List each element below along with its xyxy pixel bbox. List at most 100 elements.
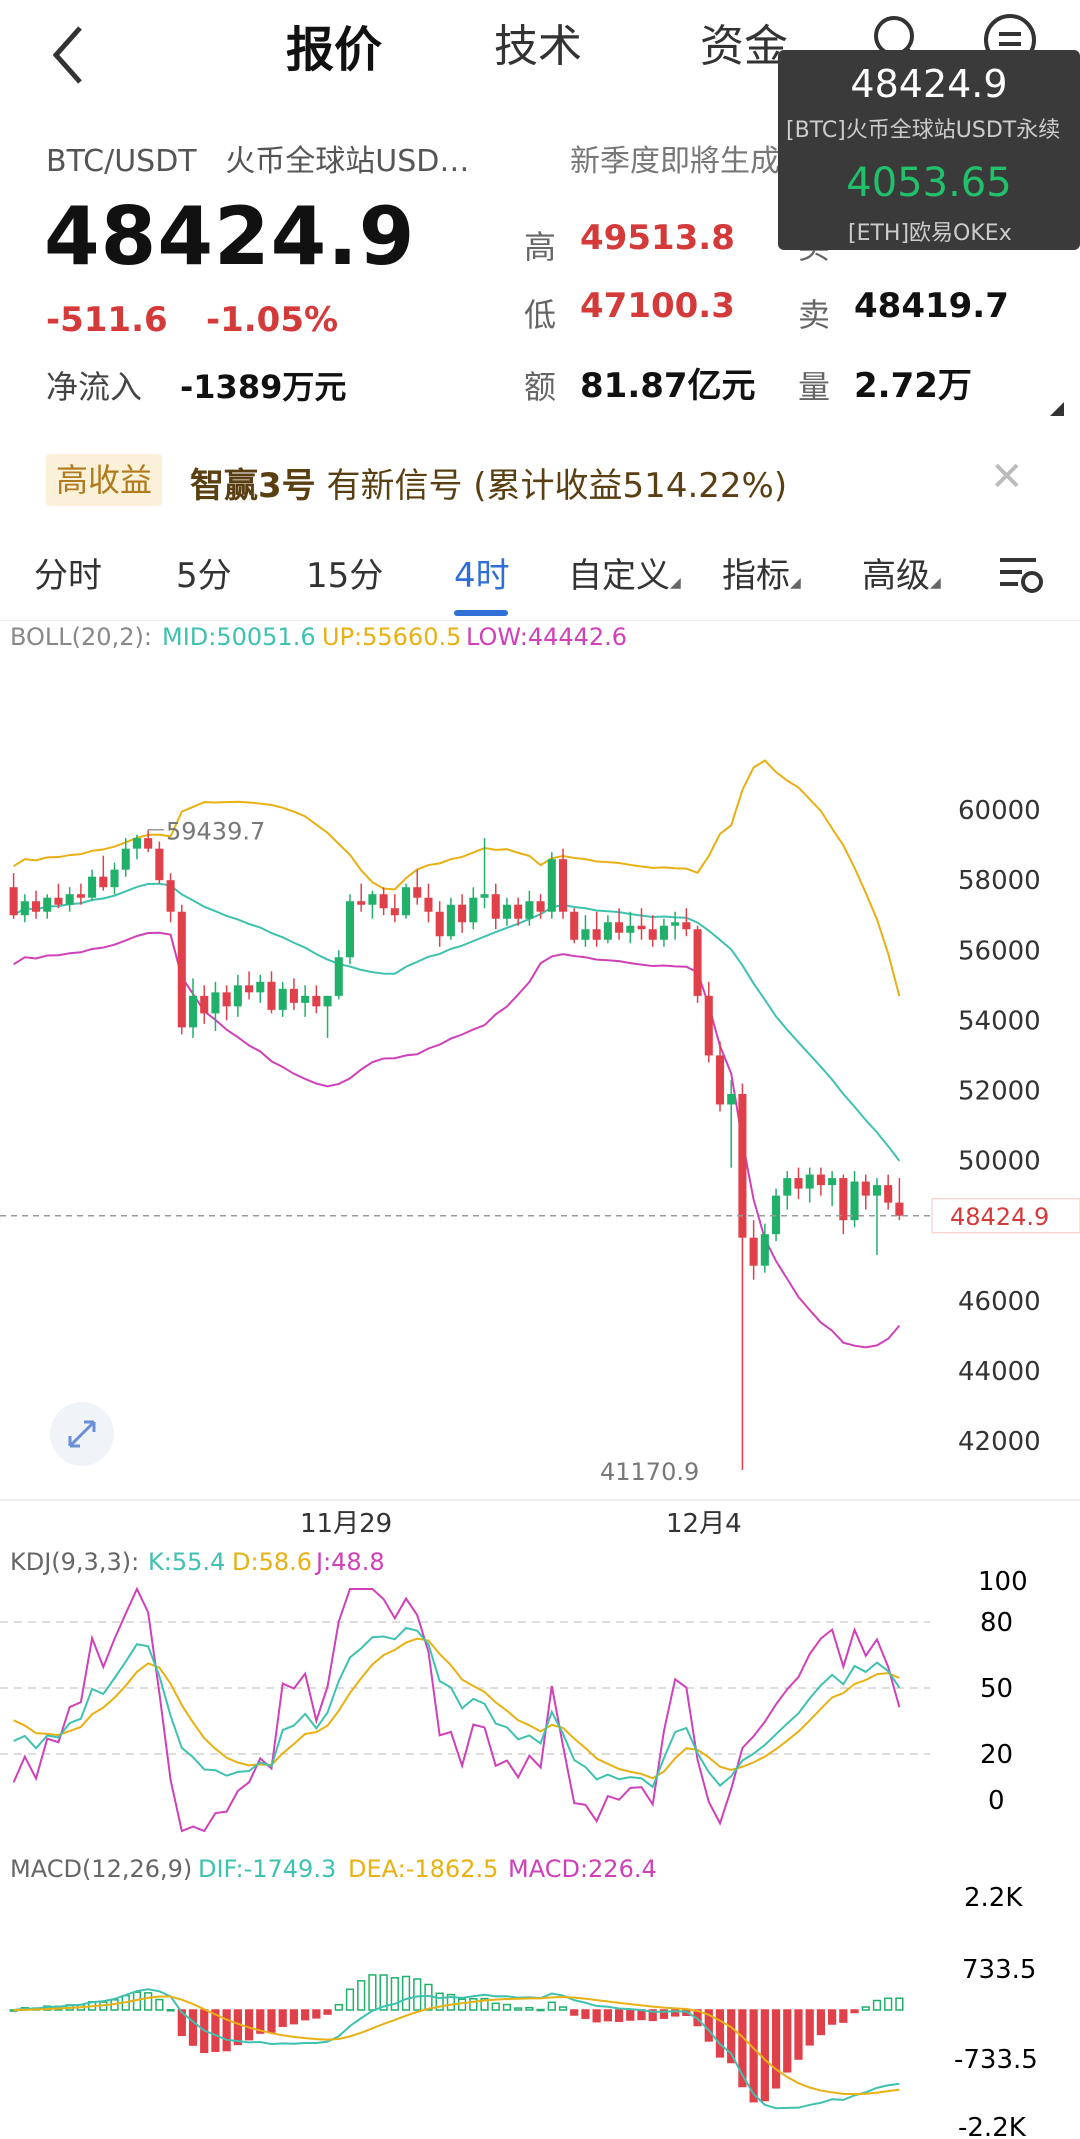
tab-funds[interactable]: 资金 bbox=[700, 21, 788, 72]
tab-4hour[interactable]: 4时 bbox=[454, 556, 510, 596]
macd-bar bbox=[828, 2009, 837, 2025]
macd-bar bbox=[368, 1974, 377, 2011]
macd-bar bbox=[469, 1997, 478, 2011]
macd-bar bbox=[626, 2009, 635, 2021]
candle-body bbox=[783, 1178, 792, 1196]
volume-value: 2.72万 bbox=[854, 366, 972, 406]
tab-quote[interactable]: 报价 bbox=[286, 22, 383, 78]
kdj-lines bbox=[12, 1586, 901, 1833]
macd-bar bbox=[401, 1975, 411, 2011]
current-price-label: 48424.9 bbox=[950, 1203, 1049, 1231]
candle-body bbox=[289, 988, 298, 1003]
boll-upper-line bbox=[13, 759, 901, 997]
tab-indicators[interactable]: 指标◢ bbox=[722, 556, 801, 596]
chart-settings-icon[interactable] bbox=[996, 552, 1046, 598]
candle-body bbox=[514, 904, 523, 919]
candle-body bbox=[547, 859, 556, 912]
price-change: -511.6 bbox=[46, 300, 168, 340]
candle-body bbox=[704, 995, 713, 1056]
candle-body bbox=[177, 911, 186, 1028]
price-tick: 42000 bbox=[958, 1427, 1041, 1457]
macd-bar bbox=[861, 2006, 870, 2011]
macd-bar bbox=[771, 2009, 781, 2089]
macd-bar bbox=[345, 1988, 355, 2011]
macd-bar bbox=[581, 2009, 590, 2019]
strategy-banner[interactable]: 高收益 智赢3号 有新信号 (累计收益514.22%) ✕ bbox=[0, 448, 1080, 518]
candle-body bbox=[435, 911, 444, 937]
candle-body bbox=[144, 838, 153, 849]
candle-body bbox=[760, 1234, 769, 1266]
candle-body bbox=[9, 887, 18, 916]
sell-value: 48419.7 bbox=[854, 286, 1009, 326]
candle-body bbox=[323, 995, 332, 1007]
high-marker: 59439.7 bbox=[166, 818, 265, 846]
close-icon[interactable]: ✕ bbox=[990, 454, 1024, 500]
price-tick: 58000 bbox=[958, 866, 1041, 896]
macd-bar bbox=[558, 2006, 568, 2011]
macd-bar bbox=[301, 2009, 310, 2021]
candle-body bbox=[895, 1202, 904, 1216]
candle-body bbox=[20, 901, 29, 916]
candle-body bbox=[88, 876, 97, 898]
macd-bar bbox=[659, 2009, 669, 2019]
macd-bar bbox=[760, 2009, 769, 2102]
macd-bar bbox=[491, 2002, 500, 2011]
amount-label: 额 bbox=[524, 368, 557, 406]
last-price: 48424.9 bbox=[44, 190, 416, 283]
tab-technical[interactable]: 技术 bbox=[494, 21, 582, 72]
tab-custom[interactable]: 自定义◢ bbox=[568, 556, 681, 596]
macd-bar bbox=[334, 2003, 343, 2011]
macd-bar bbox=[278, 2009, 287, 2027]
macd-bar bbox=[390, 1977, 399, 2011]
candle-body bbox=[155, 848, 164, 881]
boll-up: UP:55660.5 bbox=[322, 623, 461, 651]
macd-tick-4: -2.2K bbox=[958, 2113, 1027, 2139]
low-value: 47100.3 bbox=[580, 286, 735, 326]
macd-bar bbox=[525, 2006, 534, 2011]
popup-btc-name: [BTC]火币全球站USDT永续 bbox=[786, 118, 1061, 143]
back-arrow-icon[interactable] bbox=[40, 20, 100, 90]
candle-body bbox=[828, 1178, 837, 1186]
low-label: 低 bbox=[524, 296, 557, 334]
candle-body bbox=[872, 1185, 882, 1196]
candle-body bbox=[469, 897, 478, 923]
kdj-k: K:55.4 bbox=[148, 1548, 225, 1576]
candle-body bbox=[592, 929, 601, 940]
expand-corner-icon[interactable] bbox=[1050, 402, 1064, 416]
macd-bar bbox=[379, 1974, 388, 2011]
macd-bar bbox=[570, 2009, 579, 2016]
macd-bar bbox=[749, 2009, 758, 2103]
candle-body bbox=[671, 922, 680, 926]
candles bbox=[9, 829, 904, 1471]
kdj-tick-0: 0 bbox=[988, 1786, 1005, 1816]
kline-chart[interactable]: BOLL(20,2): MID:50051.6 UP:55660.5 LOW:4… bbox=[0, 620, 1080, 2139]
macd-bar bbox=[850, 2009, 859, 2014]
macd-bar bbox=[289, 2009, 299, 2025]
tab-indicators-label: 指标 bbox=[722, 556, 790, 596]
candle-body bbox=[738, 1093, 747, 1238]
tab-5min[interactable]: 5分 bbox=[176, 556, 232, 596]
macd-dif-line bbox=[13, 1988, 900, 2110]
macd-val: MACD:226.4 bbox=[508, 1855, 657, 1883]
kdj-j-line bbox=[12, 1586, 901, 1833]
macd-bar bbox=[256, 2009, 265, 2034]
candle-body bbox=[884, 1185, 893, 1203]
kdj-tick-20: 20 bbox=[980, 1740, 1013, 1770]
candle-body bbox=[200, 995, 209, 1014]
candle-body bbox=[816, 1174, 825, 1186]
macd-dea: DEA:-1862.5 bbox=[348, 1855, 498, 1883]
macd-tick-1: 2.2K bbox=[964, 1883, 1023, 1913]
macd-bar bbox=[323, 2009, 332, 2015]
tab-timeshare[interactable]: 分时 bbox=[34, 556, 102, 596]
candle-body bbox=[839, 1178, 848, 1221]
tab-15min[interactable]: 15分 bbox=[306, 556, 384, 596]
candle-body bbox=[31, 901, 41, 912]
macd-bar bbox=[794, 2009, 803, 2060]
compare-popup[interactable]: 48424.9 [BTC]火币全球站USDT永续 4053.65 [ETH]欧易… bbox=[778, 50, 1080, 250]
fullscreen-icon[interactable] bbox=[50, 1402, 114, 1466]
macd-dea-line bbox=[13, 1995, 900, 2096]
candle-body bbox=[76, 894, 85, 898]
tab-advanced[interactable]: 高级◢ bbox=[862, 556, 941, 596]
candle-body bbox=[357, 901, 366, 905]
price-tick: 46000 bbox=[958, 1287, 1041, 1317]
